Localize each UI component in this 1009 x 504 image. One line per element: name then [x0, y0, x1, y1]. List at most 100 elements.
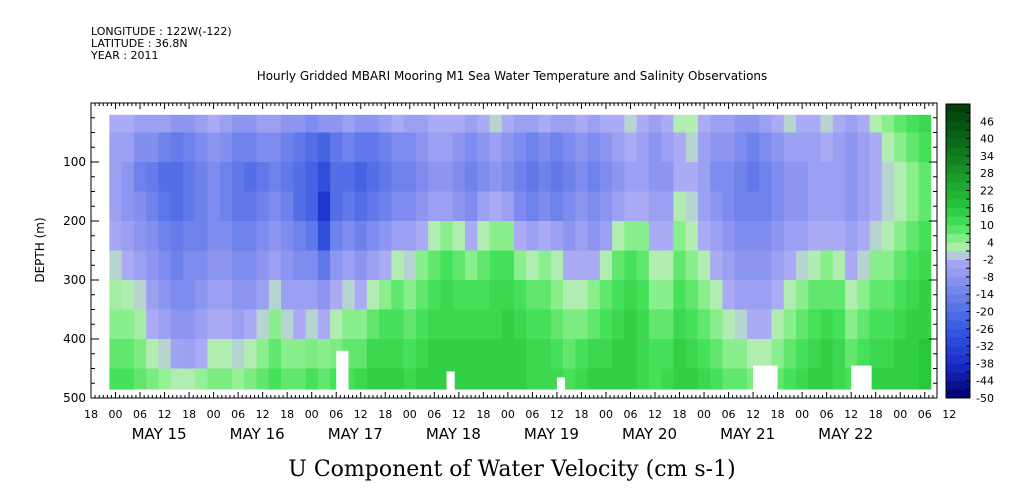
heatmap-cell — [514, 368, 527, 390]
heatmap-cell — [857, 309, 870, 340]
heatmap-cell — [170, 309, 184, 340]
heatmap-cell — [391, 280, 405, 310]
heatmap-cell — [489, 114, 503, 133]
heatmap-cell — [612, 191, 625, 222]
heatmap-cell — [857, 191, 870, 222]
heatmap-cell — [428, 309, 441, 340]
heatmap-cell — [305, 162, 319, 192]
heatmap-cell — [746, 114, 760, 133]
heatmap-cell — [366, 114, 380, 133]
heatmap-cell — [869, 114, 883, 133]
colorbar-band — [946, 190, 970, 200]
y-tick-label: 300 — [63, 273, 86, 287]
heatmap-cell — [232, 280, 245, 310]
heatmap-cell — [648, 191, 662, 222]
heatmap-cell — [330, 191, 343, 222]
heatmap-cell — [121, 339, 135, 369]
heatmap-cell — [232, 309, 245, 340]
heatmap-cell — [710, 221, 723, 251]
heatmap-cell — [697, 280, 711, 310]
heatmap-cell — [268, 368, 282, 390]
x-tick-label: 00 — [599, 408, 613, 421]
y-axis-label: DEPTH (m) — [33, 217, 47, 282]
heatmap-cell — [514, 191, 527, 222]
colorbar-band — [946, 173, 970, 183]
heatmap-cell — [881, 114, 895, 133]
heatmap-cell — [722, 280, 736, 310]
heatmap-cell — [783, 309, 797, 340]
heatmap-cell — [710, 114, 723, 133]
heatmap-cell — [281, 114, 294, 133]
colorbar-band — [946, 276, 970, 286]
heatmap-cell — [133, 280, 147, 310]
heatmap-cell — [771, 280, 785, 310]
heatmap-cell — [624, 162, 638, 192]
heatmap-cell — [109, 114, 123, 133]
heatmap-cell — [342, 191, 356, 222]
heatmap-cell — [526, 221, 539, 251]
x-tick-label: 18 — [476, 408, 490, 421]
x-tick-label: 06 — [820, 408, 834, 421]
heatmap-cell — [440, 250, 454, 281]
heatmap-cell — [526, 280, 539, 310]
heatmap-cell — [133, 162, 147, 192]
heatmap-cell — [832, 250, 846, 281]
heatmap-cell — [379, 339, 392, 369]
heatmap-cell — [391, 221, 405, 251]
heatmap-cell — [685, 132, 699, 163]
heatmap-cell — [158, 280, 172, 310]
heatmap-cell — [281, 162, 294, 192]
heatmap-cell — [685, 339, 699, 369]
heatmap-cell — [697, 368, 711, 390]
heatmap-cell — [514, 250, 527, 281]
heatmap-cell — [440, 280, 454, 310]
heatmap-cell — [857, 339, 870, 369]
heatmap-cell — [918, 309, 932, 340]
heatmap-cell — [526, 114, 539, 133]
colorbar-band — [946, 225, 970, 235]
heatmap-cell — [881, 132, 895, 163]
heatmap-cell — [710, 280, 723, 310]
heatmap-cell — [501, 250, 515, 281]
heatmap-cell — [820, 280, 834, 310]
heatmap-cell — [195, 114, 208, 133]
heatmap-cell — [195, 309, 208, 340]
heatmap-cell — [428, 132, 441, 163]
heatmap-cell — [599, 250, 613, 281]
heatmap-cell — [379, 309, 392, 340]
heatmap-cell — [146, 132, 159, 163]
heatmap-cell — [244, 339, 257, 369]
heatmap-cell — [538, 114, 552, 133]
heatmap-cell — [636, 114, 650, 133]
heatmap-cell — [403, 191, 417, 222]
heatmap-cell — [918, 132, 932, 163]
x-tick-label: 12 — [452, 408, 466, 421]
heatmap-cell — [207, 191, 221, 222]
heatmap-cell — [587, 132, 601, 163]
heatmap-cell — [182, 309, 196, 340]
heatmap-cell — [268, 191, 282, 222]
heatmap-cell — [403, 114, 417, 133]
heatmap-cell — [158, 162, 172, 192]
heatmap-cell — [317, 221, 331, 251]
heatmap-cell — [379, 221, 392, 251]
heatmap-cell — [133, 132, 147, 163]
heatmap-cell — [550, 280, 564, 310]
heatmap-cell — [783, 339, 797, 369]
heatmap-cell — [759, 191, 772, 222]
heatmap-cell — [207, 221, 221, 251]
heatmap-cell — [256, 368, 270, 390]
colorbar-band — [946, 121, 970, 131]
heatmap-cell — [575, 280, 588, 310]
heatmap-cell — [219, 114, 233, 133]
heatmap-cell — [722, 132, 736, 163]
x-date-label: MAY 15 — [132, 425, 187, 443]
heatmap-cell — [195, 339, 208, 369]
heatmap-cell — [452, 309, 466, 340]
heatmap-cell — [550, 339, 564, 369]
heatmap-cell — [440, 191, 454, 222]
heatmap-cell — [894, 309, 907, 340]
heatmap-cell — [366, 368, 380, 390]
heatmap-cell — [182, 339, 196, 369]
